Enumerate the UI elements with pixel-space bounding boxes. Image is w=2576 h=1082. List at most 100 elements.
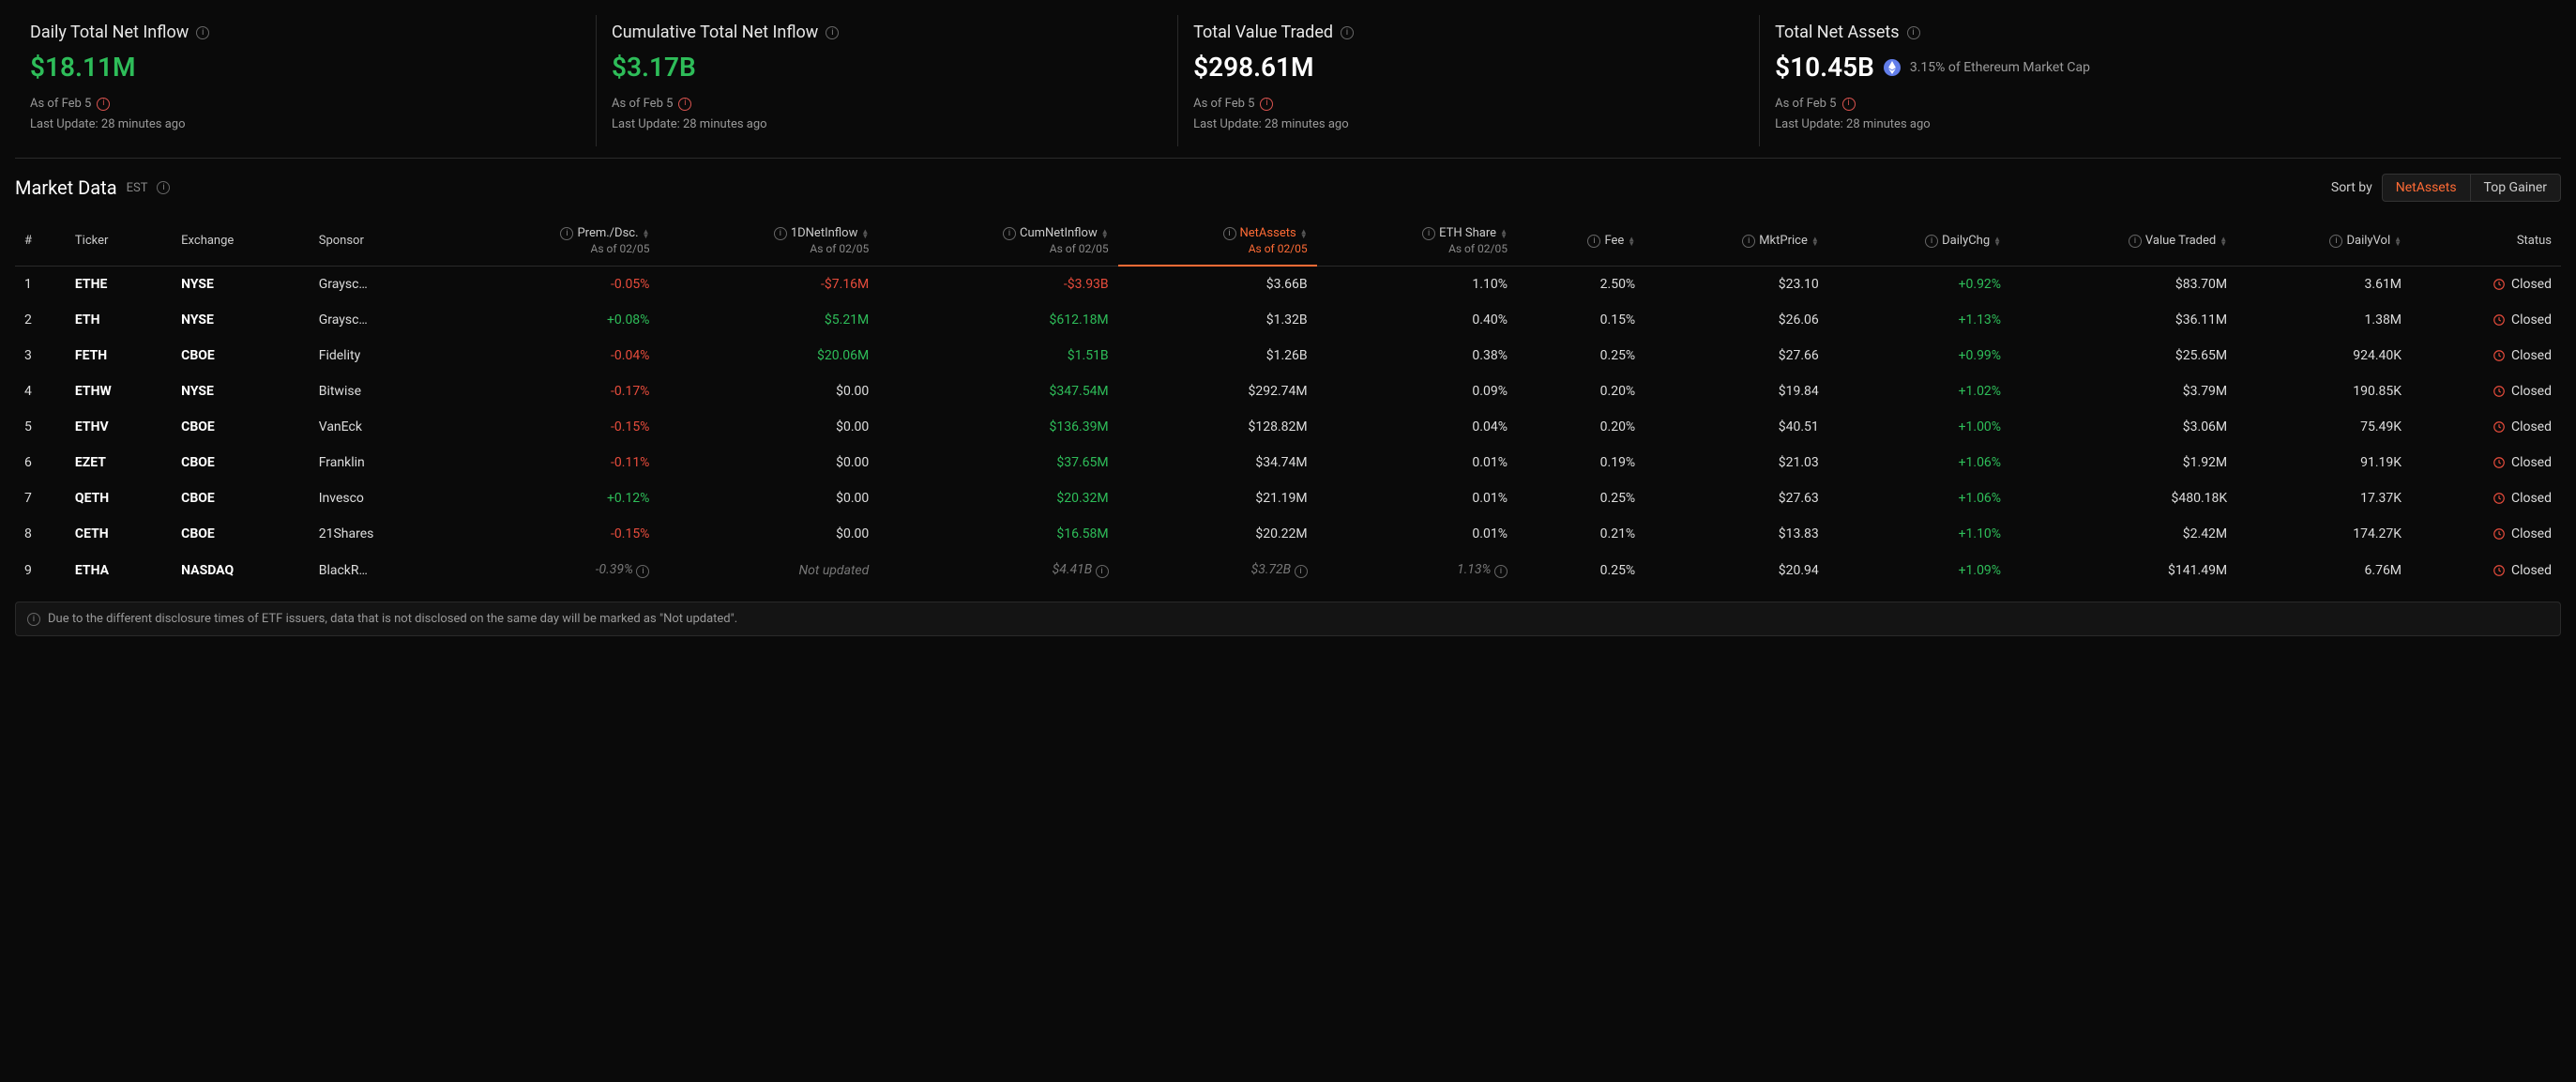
sort-icon: ▲▼	[1300, 229, 1308, 238]
cell-ethshare: 0.40%	[1317, 302, 1517, 338]
sort-tab-netassets[interactable]: NetAssets	[2383, 175, 2471, 201]
cell-ethshare: 0.04%	[1317, 409, 1517, 445]
cell-valuetraded: $480.18K	[2010, 480, 2236, 516]
col-ethshare[interactable]: i ETH Share ▲▼As of 02/05	[1317, 219, 1517, 266]
info-icon[interactable]: i	[1422, 227, 1435, 240]
col-label: CumNetInflow	[1020, 226, 1098, 240]
col-label: NetAssets	[1240, 226, 1296, 240]
col-net1d[interactable]: i 1DNetInflow ▲▼As of 02/05	[659, 219, 878, 266]
table-row[interactable]: 8 CETH CBOE 21Shares -0.15% $0.00 $16.58…	[15, 516, 2561, 552]
cell-valuetraded: $3.06M	[2010, 409, 2236, 445]
card-value: $298.61M	[1193, 52, 1744, 83]
table-row[interactable]: 1 ETHE NYSE Graysc… -0.05% -$7.16M -$3.9…	[15, 266, 2561, 302]
clock-icon	[2493, 278, 2506, 291]
info-icon[interactable]: i	[826, 26, 839, 39]
col-label: Fee	[1604, 234, 1624, 248]
table-row[interactable]: 9 ETHA NASDAQ BlackR… -0.39% i Not updat…	[15, 552, 2561, 588]
cell-net1d: $0.00	[659, 480, 878, 516]
cell-dailychg: +1.13%	[1828, 302, 2010, 338]
clock-icon	[2493, 349, 2506, 362]
col-valuetraded[interactable]: i Value Traded ▲▼	[2010, 219, 2236, 266]
cell-sponsor: Graysc…	[310, 266, 451, 302]
cell-valuetraded: $1.92M	[2010, 445, 2236, 480]
table-row[interactable]: 5 ETHV CBOE VanEck -0.15% $0.00 $136.39M…	[15, 409, 2561, 445]
table-row[interactable]: 3 FETH CBOE Fidelity -0.04% $20.06M $1.5…	[15, 338, 2561, 373]
cell-exchange: CBOE	[172, 409, 310, 445]
cell-net1d: $0.00	[659, 409, 878, 445]
cell-ticker: FETH	[66, 338, 172, 373]
cell-fee: 0.20%	[1517, 409, 1644, 445]
cell-prem: -0.15%	[451, 409, 659, 445]
info-icon[interactable]: i	[636, 565, 649, 578]
card-meta: As of Feb 5 i Last Update: 28 minutes ag…	[30, 94, 581, 135]
info-icon[interactable]: i	[1587, 235, 1600, 248]
info-icon[interactable]: i	[1907, 26, 1920, 39]
cell-dailyvol: 91.19K	[2236, 445, 2411, 480]
cell-status: Closed	[2411, 552, 2561, 588]
table-row[interactable]: 2 ETH NYSE Graysc… +0.08% $5.21M $612.18…	[15, 302, 2561, 338]
col-label: ETH Share	[1439, 226, 1496, 240]
col-label: Value Traded	[2145, 234, 2216, 248]
info-icon[interactable]: i	[1223, 227, 1236, 240]
col-cumnet[interactable]: i CumNetInflow ▲▼As of 02/05	[878, 219, 1117, 266]
cell-valuetraded: $83.70M	[2010, 266, 2236, 302]
cell-sponsor: Invesco	[310, 480, 451, 516]
info-icon[interactable]: i	[1925, 235, 1938, 248]
info-icon[interactable]: i	[1742, 235, 1755, 248]
cell-fee: 0.25%	[1517, 552, 1644, 588]
info-icon[interactable]: i	[196, 26, 209, 39]
cell-dailyvol: 6.76M	[2236, 552, 2411, 588]
info-icon[interactable]: i	[560, 227, 573, 240]
cell-dailychg: +1.06%	[1828, 480, 2010, 516]
cell-net1d: $0.00	[659, 445, 878, 480]
col-label: DailyChg	[1942, 234, 1990, 248]
timezone: EST	[127, 181, 148, 195]
cell-netassets: $34.74M	[1118, 445, 1317, 480]
sort-icon: ▲▼	[643, 229, 650, 238]
card-title: Total Value Traded i	[1193, 23, 1744, 42]
cell-valuetraded: $36.11M	[2010, 302, 2236, 338]
cell-cumnet: $16.58M	[878, 516, 1117, 552]
summary-card: Total Net Assets i $10.45B 3.15% of Ethe…	[1760, 15, 2561, 146]
table-row[interactable]: 6 EZET CBOE Franklin -0.11% $0.00 $37.65…	[15, 445, 2561, 480]
info-icon[interactable]: i	[1096, 565, 1109, 578]
clock-icon	[2493, 492, 2506, 505]
col-dailychg[interactable]: i DailyChg ▲▼	[1828, 219, 2010, 266]
info-icon[interactable]: i	[774, 227, 787, 240]
cell-ethshare: 0.01%	[1317, 480, 1517, 516]
col-fee[interactable]: i Fee ▲▼	[1517, 219, 1644, 266]
info-icon[interactable]: i	[678, 98, 691, 111]
table-row[interactable]: 7 QETH CBOE Invesco +0.12% $0.00 $20.32M…	[15, 480, 2561, 516]
info-icon[interactable]: i	[1260, 98, 1273, 111]
cell-cumnet: $1.51B	[878, 338, 1117, 373]
cell-mktprice: $21.03	[1644, 445, 1828, 480]
cell-ticker: CETH	[66, 516, 172, 552]
cell-prem: +0.08%	[451, 302, 659, 338]
info-icon[interactable]: i	[157, 181, 170, 194]
info-icon[interactable]: i	[1295, 565, 1308, 578]
sort-icon: ▲▼	[1628, 236, 1635, 246]
info-icon[interactable]: i	[1494, 565, 1508, 578]
cell-sponsor: Franklin	[310, 445, 451, 480]
clock-icon	[2493, 420, 2506, 434]
col-netassets[interactable]: i NetAssets ▲▼As of 02/05	[1118, 219, 1317, 266]
card-asof: As of Feb 5	[612, 94, 673, 114]
info-icon[interactable]: i	[1842, 98, 1856, 111]
table-row[interactable]: 4 ETHW NYSE Bitwise -0.17% $0.00 $347.54…	[15, 373, 2561, 409]
cell-net1d: $20.06M	[659, 338, 878, 373]
sort-tab-top-gainer[interactable]: Top Gainer	[2471, 175, 2560, 201]
info-icon[interactable]: i	[2129, 235, 2142, 248]
cell-netassets: $1.26B	[1118, 338, 1317, 373]
cell-netassets: $3.66B	[1118, 266, 1317, 302]
cell-exchange: CBOE	[172, 338, 310, 373]
info-icon[interactable]: i	[2329, 235, 2342, 248]
info-icon[interactable]: i	[1341, 26, 1354, 39]
col-dailyvol[interactable]: i DailyVol ▲▼	[2236, 219, 2411, 266]
info-icon[interactable]: i	[1003, 227, 1016, 240]
col-prem[interactable]: i Prem./Dsc. ▲▼As of 02/05	[451, 219, 659, 266]
col-mktprice[interactable]: i MktPrice ▲▼	[1644, 219, 1828, 266]
info-icon[interactable]: i	[97, 98, 110, 111]
cell-idx: 2	[15, 302, 66, 338]
sort-icon: ▲▼	[1811, 236, 1819, 246]
info-icon[interactable]: i	[27, 613, 40, 626]
